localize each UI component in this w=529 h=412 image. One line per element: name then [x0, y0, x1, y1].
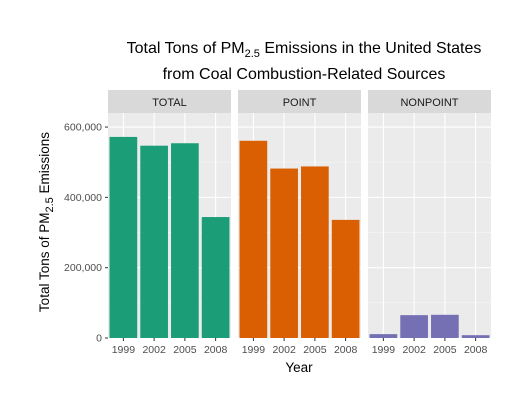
x-tick-label: 2002: [402, 344, 426, 356]
panel-background: [368, 113, 491, 338]
bar-total-1999: [109, 136, 138, 338]
x-tick-label: 2008: [204, 344, 228, 356]
y-tick-label: 600,000: [64, 122, 102, 134]
facet-strip-label: TOTAL: [152, 97, 186, 109]
bar-total-2005: [171, 143, 199, 338]
y-axis: 0 200,000 400,000 600,000: [64, 122, 108, 345]
bar-nonpoint-1999: [369, 334, 398, 338]
facet-panels: TOTAL 1999 2002 2005 2008 POINT 1999 2002 2005 20…: [108, 90, 491, 356]
facet-strip: [368, 90, 491, 113]
chart-title-line2: from Coal Combustion-Related Sources: [163, 66, 446, 83]
x-tick-label: 2008: [464, 344, 488, 356]
bar-total-2002: [140, 145, 168, 338]
chart-title-line1: Total Tons of PM2.5 Emissions in the Uni…: [127, 40, 482, 60]
bar-point-2005: [301, 166, 329, 338]
y-axis-title: Total Tons of PM2.5 Emissions: [37, 132, 56, 312]
x-tick-label: 2005: [303, 344, 327, 356]
x-tick-label: 2002: [272, 344, 296, 356]
facet-strip: [108, 90, 231, 113]
facet-strip: [238, 90, 361, 113]
y-tick-label: 0: [96, 333, 102, 345]
bar-nonpoint-2008: [461, 335, 490, 338]
bar-point-2002: [270, 168, 298, 338]
facet-panel-point: POINT 1999 2002 2005 2008: [238, 90, 361, 356]
x-tick-label: 2002: [142, 344, 166, 356]
y-tick-label: 200,000: [64, 262, 102, 274]
bar-total-2008: [201, 217, 230, 338]
x-tick-label: 2005: [433, 344, 457, 356]
x-tick-label: 2005: [173, 344, 197, 356]
bar-nonpoint-2002: [400, 315, 428, 338]
bar-point-1999: [239, 140, 268, 338]
x-tick-label: 1999: [372, 344, 396, 356]
facet-panel-nonpoint: NONPOINT 1999 2002 2005 2008: [368, 90, 491, 356]
facet-panel-total: TOTAL 1999 2002 2005 2008: [108, 90, 231, 356]
facet-strip-label: NONPOINT: [400, 97, 458, 109]
x-axis-title: Year: [285, 360, 313, 375]
x-tick-label: 2008: [334, 344, 358, 356]
y-tick-label: 400,000: [64, 192, 102, 204]
x-tick-label: 1999: [242, 344, 266, 356]
x-tick-label: 1999: [112, 344, 136, 356]
bar-nonpoint-2005: [431, 314, 459, 338]
bar-point-2008: [331, 219, 360, 338]
facet-strip-label: POINT: [283, 97, 317, 109]
